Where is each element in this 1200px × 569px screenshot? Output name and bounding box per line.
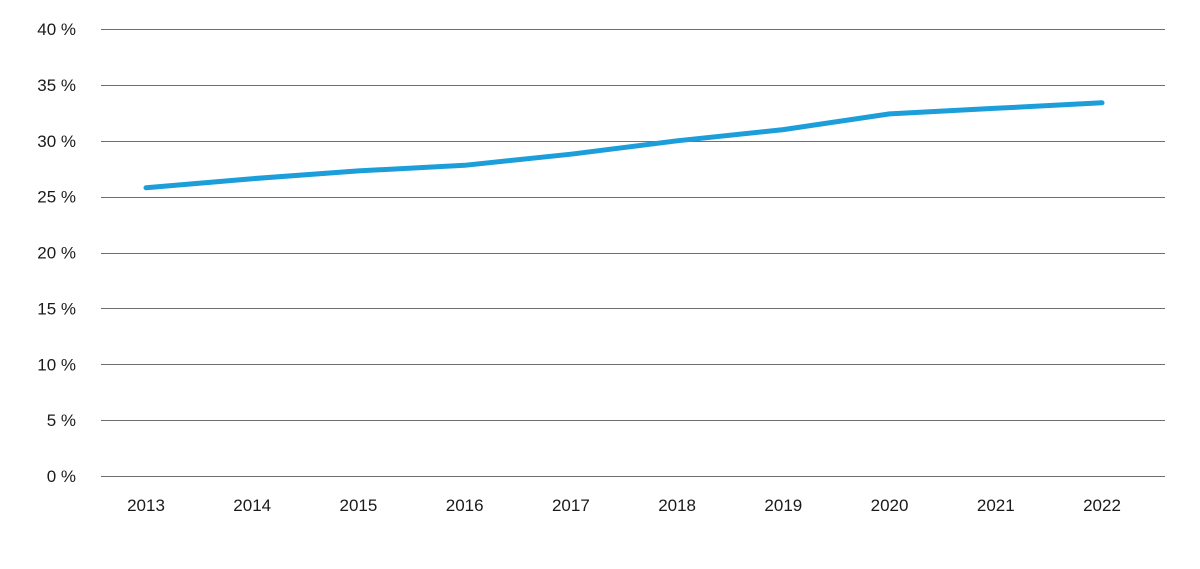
y-tick-label: 40 %	[37, 20, 76, 39]
y-tick-label: 35 %	[37, 76, 76, 95]
x-tick-label: 2016	[446, 496, 484, 515]
gridlines	[101, 29, 1165, 477]
series-lines	[143, 100, 1105, 191]
series-line-0	[143, 100, 1105, 191]
y-tick-label: 10 %	[37, 355, 76, 374]
x-tick-label: 2015	[340, 496, 378, 515]
y-tick-label: 0 %	[47, 467, 76, 486]
x-tick-label: 2019	[764, 496, 802, 515]
x-tick-label: 2020	[871, 496, 909, 515]
x-tick-label: 2013	[127, 496, 165, 515]
y-tick-label: 20 %	[37, 244, 76, 263]
y-tick-label: 30 %	[37, 132, 76, 151]
x-tick-label: 2018	[658, 496, 696, 515]
y-axis-tick-labels: 0 % 5 % 10 % 15 % 20 % 25 % 30 % 35 % 40 %	[37, 20, 76, 486]
x-tick-label: 2017	[552, 496, 590, 515]
y-tick-label: 15 %	[37, 299, 76, 318]
x-tick-label: 2014	[233, 496, 271, 515]
y-tick-label: 5 %	[47, 411, 76, 430]
x-axis-tick-labels: 2013 2014 2015 2016 2017 2018 2019 2020 2021 2022	[127, 496, 1121, 515]
x-tick-label: 2021	[977, 496, 1015, 515]
x-tick-label: 2022	[1083, 496, 1121, 515]
y-tick-label: 25 %	[37, 188, 76, 207]
